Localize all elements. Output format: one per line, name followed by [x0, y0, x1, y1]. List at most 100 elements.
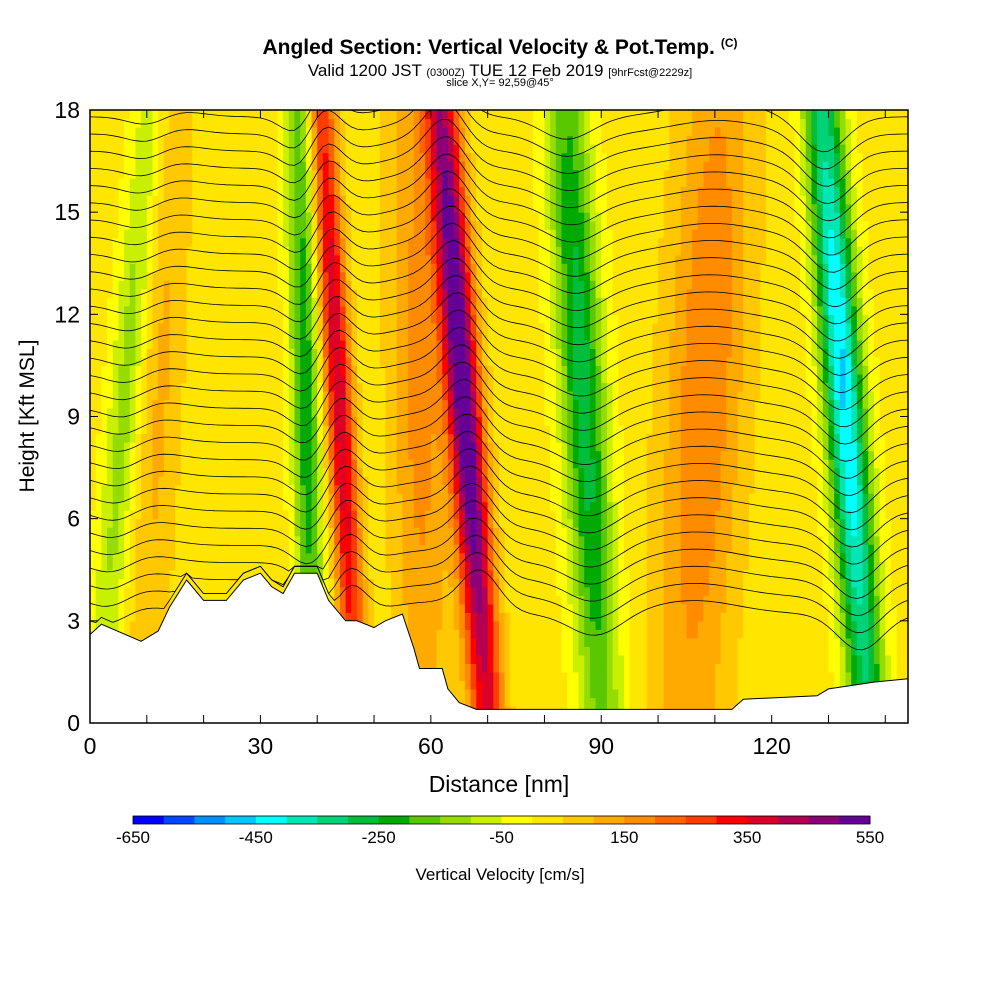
field-cell	[311, 186, 318, 196]
field-cell	[345, 390, 352, 401]
field-cell	[141, 237, 148, 247]
field-cell	[186, 280, 193, 290]
field-cell	[203, 442, 210, 452]
field-cell	[254, 161, 262, 171]
field-cell	[271, 407, 279, 418]
field-cell	[459, 697, 466, 707]
field-cell	[322, 510, 330, 520]
field-cell	[124, 620, 131, 630]
field-cell	[402, 297, 409, 307]
field-cell	[107, 518, 114, 528]
field-cell	[220, 373, 227, 384]
field-cell	[288, 237, 296, 247]
field-cell	[237, 322, 244, 332]
field-cell	[339, 118, 347, 128]
field-cell	[288, 348, 296, 358]
field-cell	[192, 135, 199, 145]
field-cell	[419, 144, 426, 154]
field-cell	[481, 646, 489, 656]
field-cell	[95, 399, 102, 409]
field-cell	[95, 297, 102, 307]
field-cell	[351, 552, 358, 562]
field-cell	[442, 135, 449, 145]
field-cell	[266, 467, 273, 477]
field-cell	[197, 110, 205, 120]
field-cell	[425, 459, 432, 469]
field-cell	[464, 629, 472, 639]
field-cell	[447, 365, 455, 375]
field-cell	[396, 263, 404, 273]
field-cell	[175, 110, 182, 120]
field-cell	[226, 561, 233, 571]
field-cell	[266, 229, 273, 239]
field-cell	[436, 484, 443, 494]
field-cell	[374, 484, 381, 494]
field-cell	[402, 314, 409, 324]
field-cell	[408, 544, 415, 554]
field-cell	[442, 535, 449, 545]
field-cell	[317, 339, 324, 349]
field-cell	[209, 459, 216, 469]
field-cell	[197, 373, 205, 384]
field-cell	[209, 203, 216, 213]
field-cell	[112, 612, 119, 622]
field-cell	[368, 348, 375, 358]
field-cell	[374, 399, 381, 409]
field-cell	[385, 339, 392, 349]
field-cell	[459, 671, 466, 682]
field-cell	[351, 544, 358, 554]
field-cell	[345, 493, 352, 503]
field-cell	[305, 288, 313, 298]
field-cell	[107, 297, 114, 307]
field-cell	[356, 433, 364, 443]
field-cell	[442, 569, 449, 579]
field-cell	[339, 127, 347, 137]
field-cell	[209, 331, 216, 341]
field-cell	[146, 373, 154, 384]
field-cell	[220, 433, 227, 443]
field-cell	[124, 518, 131, 528]
field-cell	[356, 203, 364, 213]
field-cell	[300, 178, 307, 188]
field-cell	[317, 229, 324, 239]
field-cell	[124, 195, 131, 205]
field-cell	[260, 144, 267, 154]
field-cell	[464, 493, 472, 503]
field-cell	[95, 288, 102, 298]
field-cell	[158, 305, 165, 315]
field-cell	[453, 280, 460, 290]
field-cell	[419, 561, 426, 571]
field-cell	[334, 527, 341, 537]
field-cell	[379, 467, 386, 477]
field-cell	[266, 399, 273, 409]
field-cell	[197, 331, 205, 341]
field-cell	[425, 501, 432, 511]
field-cell	[425, 637, 432, 647]
field-cell	[192, 169, 199, 179]
field-cell	[186, 510, 193, 520]
field-cell	[112, 407, 119, 418]
field-cell	[175, 135, 182, 145]
field-cell	[169, 263, 176, 273]
field-cell	[158, 254, 165, 264]
field-cell	[260, 442, 267, 452]
field-cell	[413, 382, 421, 392]
field-cell	[300, 476, 307, 486]
field-cell	[305, 365, 313, 375]
field-cell	[243, 169, 250, 179]
field-cell	[396, 144, 404, 154]
field-cell	[453, 425, 460, 435]
field-cell	[442, 654, 449, 664]
field-cell	[243, 322, 250, 332]
field-cell	[470, 186, 477, 196]
field-cell	[379, 212, 386, 222]
field-cell	[476, 348, 483, 358]
field-cell	[351, 135, 358, 145]
field-cell	[362, 433, 369, 443]
field-cell	[271, 561, 279, 571]
field-cell	[283, 195, 290, 205]
field-cell	[396, 365, 404, 375]
field-cell	[294, 373, 301, 384]
field-cell	[436, 280, 443, 290]
field-cell	[95, 322, 102, 332]
